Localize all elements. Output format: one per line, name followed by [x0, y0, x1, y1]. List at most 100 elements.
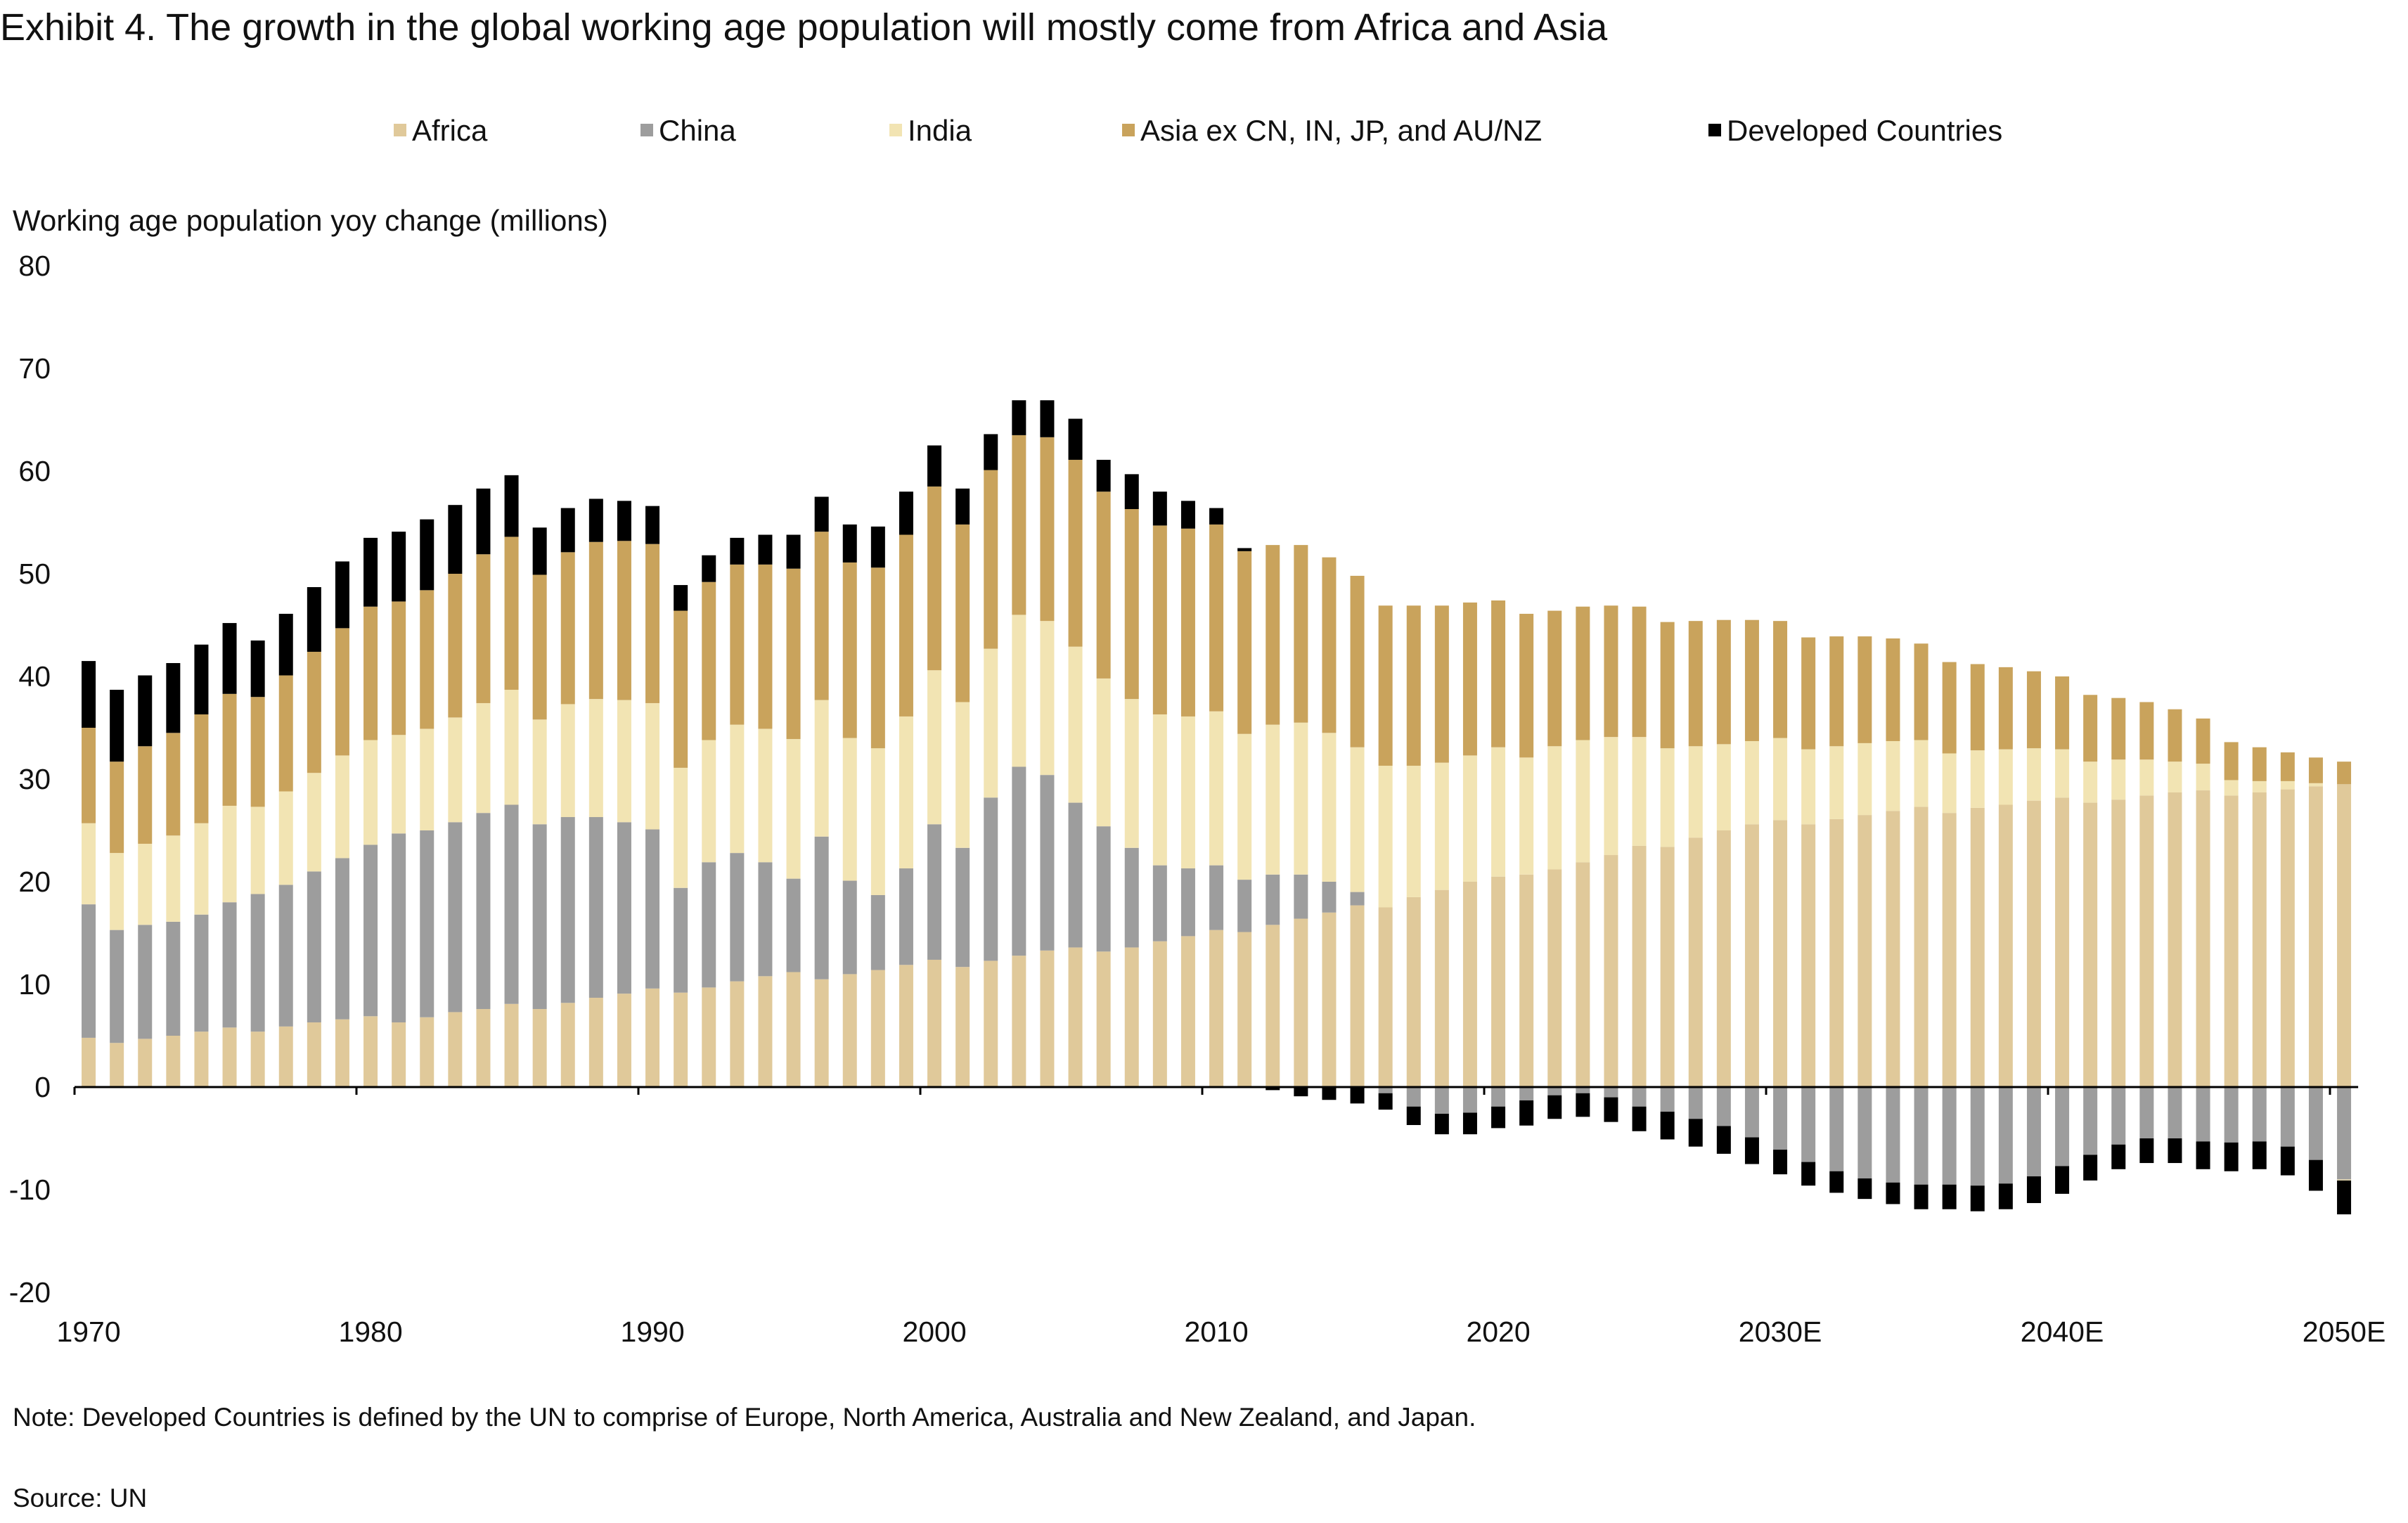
bar-segment-china	[588, 817, 603, 998]
bar-segment-asia	[420, 590, 434, 729]
bar-segment-asia	[1124, 509, 1139, 700]
bar-segment-developed	[1632, 1106, 1647, 1131]
bar-segment-africa	[2055, 797, 2070, 1087]
bar-segment-asia	[1942, 662, 1957, 754]
bar-segment-africa	[1068, 947, 1083, 1087]
bar-segment-africa	[2280, 789, 2295, 1087]
bar-segment-africa	[730, 981, 745, 1087]
bar-segment-india	[1350, 747, 1365, 892]
bar-segment-developed	[955, 488, 970, 525]
legend-label: China	[659, 114, 736, 147]
bar-segment-china	[1491, 1087, 1506, 1107]
bar-segment-asia	[2280, 752, 2295, 781]
bar-segment-china	[899, 868, 913, 965]
bar-segment-china	[1462, 1087, 1477, 1113]
bar-segment-africa	[1801, 824, 1816, 1087]
bar-segment-africa	[1886, 811, 1900, 1087]
bar-segment-asia	[222, 693, 237, 806]
bar-segment-china	[1068, 802, 1083, 948]
bar-segment-india	[1434, 762, 1449, 890]
bar-segment-china	[1970, 1087, 1985, 1186]
y-tick-label: 50	[18, 558, 51, 590]
bar-segment-asia	[1519, 613, 1534, 758]
bar-segment-china	[2337, 1087, 2352, 1180]
bar-segment-china	[786, 878, 801, 972]
bar-segment-asia	[2139, 702, 2154, 760]
bar-segment-india	[702, 740, 716, 863]
bar-segment-africa	[138, 1039, 153, 1087]
bar-segment-developed	[2280, 1146, 2295, 1176]
bar-segment-africa	[2139, 795, 2154, 1087]
bar-segment-developed	[1801, 1162, 1816, 1186]
bar-segment-developed	[984, 434, 998, 470]
bar-segment-asia	[1237, 551, 1252, 734]
bar-segment-asia	[1773, 621, 1788, 738]
bar-segment-china	[870, 894, 885, 970]
bar-segment-india	[532, 719, 547, 825]
bar-segment-india	[1942, 753, 1957, 814]
bar-segment-india	[448, 717, 463, 823]
legend-label: India	[908, 114, 972, 147]
bar-segment-china	[1998, 1087, 2013, 1184]
bar-segment-africa	[2196, 790, 2210, 1087]
bar-segment-asia	[2252, 747, 2267, 781]
bar-segment-africa	[1350, 905, 1365, 1087]
bar-segment-asia	[250, 697, 265, 807]
bar-segment-asia	[1491, 600, 1506, 747]
bar-segment-india	[842, 738, 857, 881]
bar-segment-africa	[194, 1032, 209, 1087]
bar-segment-africa	[984, 960, 998, 1087]
bar-segment-asia	[870, 567, 885, 749]
bar-segment-asia	[1068, 459, 1083, 647]
bar-segment-asia	[955, 524, 970, 702]
bar-segment-asia	[984, 470, 998, 649]
bar-segment-africa	[448, 1012, 463, 1087]
bar-segment-africa	[617, 994, 631, 1087]
bar-segment-africa	[645, 988, 660, 1087]
bar-segment-india	[984, 648, 998, 798]
bar-segment-india	[2280, 780, 2295, 790]
bar-segment-asia	[1209, 524, 1224, 712]
bar-segment-africa	[504, 1003, 519, 1087]
bar-segment-africa	[222, 1027, 237, 1087]
bar-segment-china	[532, 824, 547, 1010]
bar-segment-developed	[1350, 1087, 1365, 1104]
bar-segment-asia	[476, 554, 491, 703]
bar-segment-developed	[1462, 1112, 1477, 1135]
bar-segment-developed	[1547, 1095, 1562, 1119]
bar-segment-china	[1688, 1087, 1703, 1119]
bar-segment-developed	[1998, 1183, 2013, 1209]
bar-segment-india	[335, 755, 349, 859]
bar-segment-china	[1914, 1087, 1929, 1185]
bar-segment-china	[674, 887, 688, 993]
bar-segment-africa	[2026, 800, 2041, 1087]
bar-segment-india	[420, 728, 434, 830]
y-tick-label: 10	[18, 968, 51, 1001]
bar-segment-india	[955, 702, 970, 848]
bar-segment-developed	[138, 675, 153, 747]
bar-segment-china	[110, 930, 124, 1043]
bar-segment-developed	[702, 555, 716, 582]
bar-segment-asia	[1406, 605, 1421, 766]
bar-segment-africa	[420, 1017, 434, 1087]
bar-segment-china	[2083, 1087, 2098, 1155]
bar-segment-china	[2308, 1087, 2323, 1160]
bar-segment-asia	[1914, 643, 1929, 740]
bar-segment-developed	[110, 689, 124, 762]
bar-segment-india	[870, 748, 885, 895]
bar-segment-india	[1716, 744, 1731, 830]
bar-segment-asia	[617, 541, 631, 700]
bar-segment-africa	[1266, 925, 1280, 1087]
bar-segment-developed	[1294, 1087, 1308, 1097]
bar-segment-india	[1209, 711, 1224, 866]
bar-segment-developed	[1970, 1185, 1985, 1212]
x-tick-label: 2020	[1466, 1316, 1530, 1348]
bar-segment-developed	[1716, 1126, 1731, 1154]
bar-segment-africa	[1180, 936, 1195, 1087]
bar-segment-africa	[532, 1009, 547, 1087]
bar-segment-china	[2252, 1087, 2267, 1142]
bar-segment-developed	[1914, 1184, 1929, 1209]
bar-segment-asia	[166, 733, 181, 836]
bar-segment-developed	[1322, 1087, 1337, 1100]
bar-segment-africa	[1829, 818, 1844, 1087]
